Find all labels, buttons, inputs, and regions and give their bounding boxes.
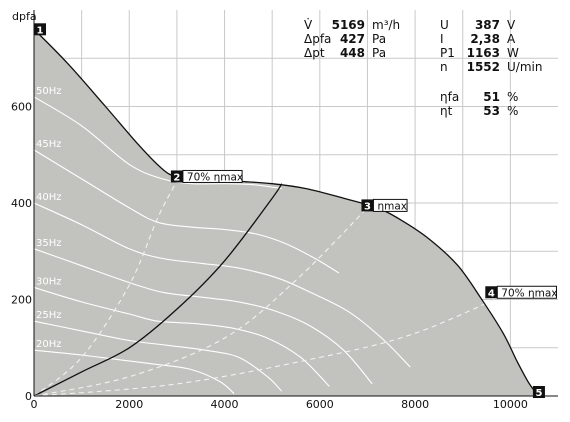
y-axis-label: dpfa <box>12 10 37 23</box>
x-tick-label: 2000 <box>115 398 143 411</box>
operating-point-marker <box>34 23 46 36</box>
x-tick-labels: 0 2000 4000 6000 8000 10000 <box>31 398 528 411</box>
x-tick-label: 4000 <box>211 398 239 411</box>
y-tick-labels: 0 200 400 600 <box>11 101 32 404</box>
efficiency-line <box>33 183 283 397</box>
speed-curve <box>33 349 235 395</box>
efficiency-line <box>33 291 511 397</box>
operating-point-number: 4 <box>488 288 495 299</box>
efficiency-lines <box>33 181 511 397</box>
efficiency-line <box>33 181 178 397</box>
x-tick-label: 6000 <box>306 398 334 411</box>
operating-point-label-box <box>182 169 243 183</box>
envelope-curve <box>33 28 540 397</box>
operating-point-label-box <box>496 285 558 299</box>
flow-param-symbol: V̇ <box>304 18 313 32</box>
motor-param-symbol: I <box>440 32 444 46</box>
efficiency-param-symbol: ηfa <box>440 90 459 104</box>
motor-param-value: 1552 <box>467 60 500 74</box>
flow-param-symbol: Δpfa <box>304 32 331 46</box>
operating-point-label: 70% ηmax <box>187 171 243 183</box>
motor-param-unit: A <box>507 32 516 46</box>
speed-curve <box>33 248 373 385</box>
speed-curve-label: 35Hz <box>36 238 62 249</box>
speed-curve-label: 45Hz <box>36 139 62 150</box>
efficiency-param-unit: % <box>507 104 518 118</box>
motor-param-value: 2,38 <box>470 32 500 46</box>
operating-point-number: 2 <box>173 172 180 183</box>
flow-param-unit: Pa <box>372 46 386 60</box>
speed-curve <box>33 286 330 387</box>
y-tick-label: 400 <box>11 197 32 210</box>
motor-param-unit: V <box>507 18 516 32</box>
y-tick-label: 200 <box>11 294 32 307</box>
operating-point-marker <box>361 199 374 212</box>
motor-param-symbol: P1 <box>440 46 455 60</box>
operating-area <box>34 29 539 397</box>
y-tick-label: 600 <box>11 101 32 114</box>
operating-point-marker <box>532 386 545 398</box>
operating-point-label: ηmax <box>377 200 407 212</box>
speed-curve <box>33 149 340 274</box>
speed-curve-label: 30Hz <box>36 276 62 287</box>
flow-param-unit: m³/h <box>372 18 400 32</box>
flow-param-value: 448 <box>340 46 365 60</box>
operating-point-number: 1 <box>37 25 44 36</box>
operating-point-label-box <box>372 198 408 212</box>
axes <box>33 10 558 397</box>
operating-point-label: 70% ηmax <box>501 287 557 299</box>
motor-param-symbol: U <box>440 18 449 32</box>
motor-param-value: 1163 <box>467 46 500 60</box>
x-tick-label: 10000 <box>493 398 528 411</box>
flow-param-symbol: Δpt <box>304 46 325 60</box>
flow-param-value: 427 <box>340 32 365 46</box>
x-tick-label: 8000 <box>401 398 429 411</box>
motor-param-unit: W <box>507 46 519 60</box>
motor-param-value: 387 <box>475 18 500 32</box>
speed-curve-label: 40Hz <box>36 192 62 203</box>
x-tick-label: 0 <box>31 398 38 411</box>
operating-point-marker <box>485 286 498 299</box>
motor-param-symbol: n <box>440 60 448 74</box>
speed-curve <box>33 202 411 368</box>
speed-curve-labels: 50Hz 45Hz 40Hz 35Hz 30Hz 25Hz 20Hz <box>36 86 62 350</box>
efficiency-param-unit: % <box>507 90 518 104</box>
operating-points: 1 2 70% ηmax 3 ηmax 4 70% ηmax 5 <box>34 23 558 399</box>
operating-point-marker <box>170 170 183 183</box>
operating-point-number: 3 <box>364 201 371 212</box>
efficiency-param-symbol: ηt <box>440 104 453 118</box>
operating-values: V̇ 5169 m³/h Δpfa 427 Pa Δpt 448 Pa U 387 V I 2,38 A P1… <box>304 18 542 118</box>
speed-curves <box>33 96 411 395</box>
flow-param-value: 5169 <box>332 18 365 32</box>
efficiency-line <box>33 207 368 397</box>
motor-param-unit: U/min <box>507 60 542 74</box>
speed-curve <box>33 320 283 392</box>
speed-curve-label: 20Hz <box>36 339 62 350</box>
efficiency-param-value: 53 <box>483 104 500 118</box>
operating-point-number: 5 <box>535 388 542 399</box>
y-tick-label: 0 <box>25 390 32 403</box>
speed-curve-label: 50Hz <box>36 86 62 97</box>
flow-param-unit: Pa <box>372 32 386 46</box>
speed-curve-label: 25Hz <box>36 310 62 321</box>
efficiency-param-value: 51 <box>483 90 500 104</box>
